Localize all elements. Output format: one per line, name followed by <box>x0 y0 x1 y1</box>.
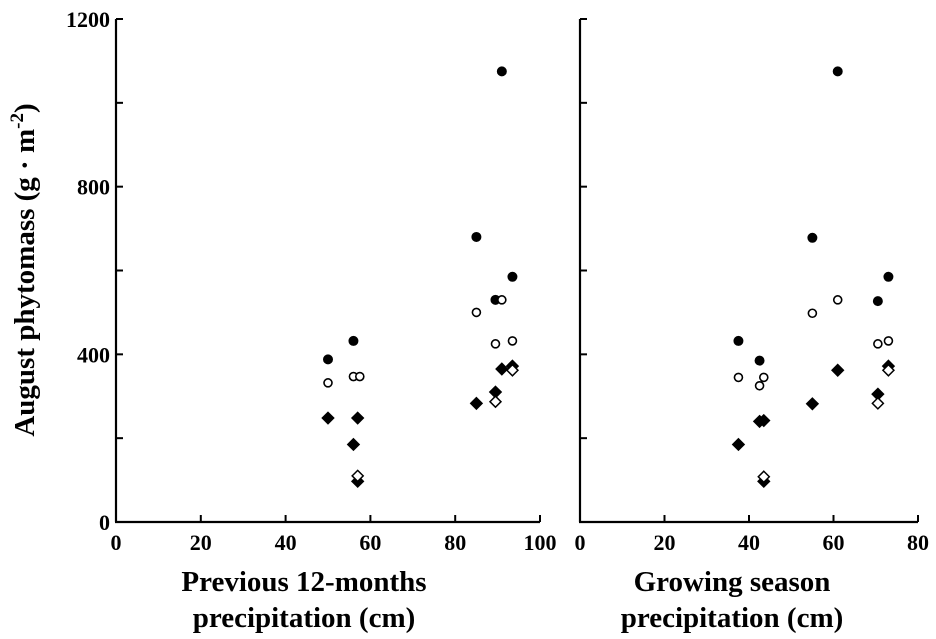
filled-circle-point <box>471 231 482 242</box>
right-x-tick-label: 60 <box>823 530 845 555</box>
left-data-points <box>321 66 520 489</box>
open-circle-point <box>873 339 883 349</box>
left-x-axis-title-line2: precipitation (cm) <box>193 602 416 634</box>
filled-circle-point <box>807 232 818 243</box>
right-x-tick-label: 0 <box>575 530 586 555</box>
y-axis-title-main: August phytomass (g · m <box>9 129 41 437</box>
right-x-axis-title-line1: Growing season <box>634 566 831 598</box>
right-x-tick-label: 20 <box>654 530 676 555</box>
filled-diamond-point <box>805 397 820 411</box>
left-x-axis-title-line1: Previous 12-months <box>181 566 426 598</box>
open-diamond-point <box>757 470 771 484</box>
filled-circle-point <box>348 335 359 346</box>
open-circle-point <box>733 372 744 383</box>
y-axis-title-superscript: -2 <box>7 113 28 129</box>
filled-circle-point <box>733 335 744 346</box>
y-axis-title-close: ) <box>9 103 41 113</box>
open-circle-point <box>754 380 765 391</box>
filled-circle-point <box>507 271 518 282</box>
open-diamond-point <box>881 363 895 377</box>
y-tick-label: 1200 <box>66 7 110 32</box>
y-axis-title: August phytomass (g · m-2) <box>7 103 41 436</box>
y-tick-label: 400 <box>77 342 110 367</box>
filled-diamond-point <box>346 437 361 452</box>
right-panel: 0 20 40 60 80 Growing season precipitation (… <box>575 18 929 634</box>
left-x-tick-label: 0 <box>111 530 122 555</box>
open-circle-point <box>471 307 482 318</box>
filled-diamond-point <box>495 362 509 376</box>
open-circle-point <box>758 372 769 383</box>
open-circle-point <box>354 371 365 382</box>
right-ticks: 0 20 40 60 80 <box>575 18 929 555</box>
filled-diamond-point <box>757 413 771 428</box>
filled-diamond-point <box>469 396 484 411</box>
left-x-tick-label: 100 <box>524 530 557 555</box>
open-diamond-point <box>871 396 885 410</box>
y-tick-label: 0 <box>99 510 110 535</box>
left-panel: 0 400 800 1200 0 20 40 60 80 100 Previous 12-mont… <box>66 7 557 634</box>
filled-diamond-point <box>831 363 845 377</box>
right-x-tick-label: 80 <box>907 530 929 555</box>
open-diamond-point <box>488 395 503 409</box>
right-x-tick-label: 40 <box>738 530 760 555</box>
filled-diamond-point <box>731 437 746 452</box>
left-x-tick-label: 40 <box>275 530 297 555</box>
open-diamond-point <box>351 469 365 483</box>
left-ticks: 0 400 800 1200 0 20 40 60 80 100 <box>66 7 557 555</box>
filled-circle-point <box>883 271 894 282</box>
open-circle-point <box>497 295 507 305</box>
filled-circle-point <box>872 296 883 307</box>
left-x-tick-label: 80 <box>444 530 466 555</box>
open-circle-point <box>832 295 843 305</box>
filled-circle-point <box>323 354 333 365</box>
filled-circle-point <box>496 66 507 77</box>
right-x-axis-title-line2: precipitation (cm) <box>621 602 844 634</box>
filled-circle-point <box>832 66 843 77</box>
filled-diamond-point <box>321 411 335 425</box>
left-x-tick-label: 60 <box>359 530 381 555</box>
filled-diamond-point <box>350 411 365 425</box>
left-x-tick-label: 20 <box>190 530 212 555</box>
open-diamond-point <box>505 363 520 377</box>
open-circle-point <box>323 378 333 388</box>
filled-circle-point <box>754 355 765 366</box>
open-circle-point <box>490 339 501 349</box>
open-circle-point <box>883 336 894 346</box>
right-data-points <box>731 66 896 489</box>
y-tick-label: 800 <box>77 175 110 200</box>
open-circle-point <box>807 308 818 319</box>
open-circle-point <box>507 336 518 346</box>
